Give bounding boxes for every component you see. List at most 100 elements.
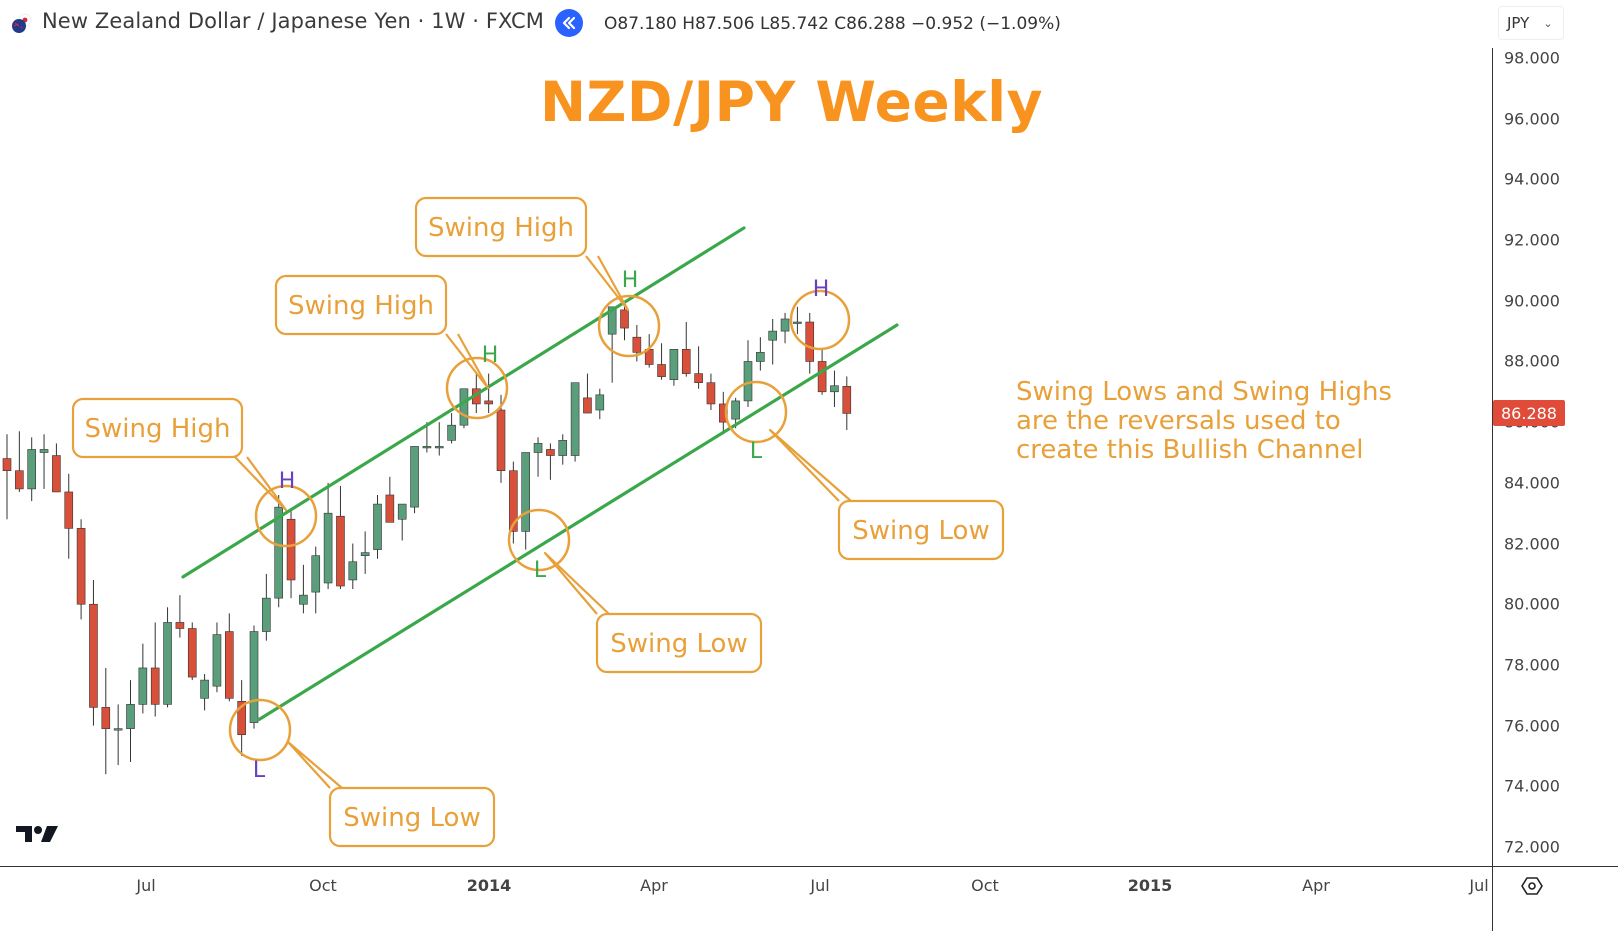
currency-label: JPY xyxy=(1507,14,1530,32)
bearish-candle[interactable] xyxy=(101,707,111,729)
callout-box[interactable] xyxy=(274,274,448,336)
bearish-candle[interactable] xyxy=(237,701,246,736)
price-tick-label: 92.000 xyxy=(1504,230,1560,250)
channel-line-lower[interactable] xyxy=(257,323,899,722)
bullish-candle[interactable] xyxy=(459,388,469,426)
bullish-candle[interactable] xyxy=(780,318,790,332)
bullish-candle[interactable] xyxy=(793,321,802,324)
bullish-candle[interactable] xyxy=(669,349,679,380)
bearish-candle[interactable] xyxy=(15,470,24,490)
bullish-candle[interactable] xyxy=(447,424,456,441)
symbol-title[interactable]: New Zealand Dollar / Japanese Yen · 1W ·… xyxy=(42,9,544,33)
time-tick-label: Oct xyxy=(971,876,999,895)
bullish-candle[interactable] xyxy=(27,449,37,490)
bearish-candle[interactable] xyxy=(681,349,691,374)
bearish-candle[interactable] xyxy=(496,409,506,472)
price-tick-label: 80.000 xyxy=(1504,594,1560,614)
ohlc-values: O87.180 H87.506 L85.742 C86.288 −0.952 (… xyxy=(604,14,1061,34)
bullish-candle[interactable] xyxy=(113,728,123,731)
bearish-candle[interactable] xyxy=(187,628,197,678)
callout-pointer xyxy=(286,740,343,789)
price-tick-label: 72.000 xyxy=(1504,837,1560,857)
bullish-candle[interactable] xyxy=(163,622,172,705)
swing-marker-l: L xyxy=(750,439,763,464)
bullish-candle[interactable] xyxy=(434,446,444,449)
bullish-candle[interactable] xyxy=(39,449,49,453)
price-tick-label: 82.000 xyxy=(1504,534,1560,554)
bearish-candle[interactable] xyxy=(225,631,234,699)
channel-line-upper[interactable] xyxy=(181,226,746,579)
bearish-candle[interactable] xyxy=(484,400,493,405)
bullish-candle[interactable] xyxy=(595,394,605,411)
bearish-candle[interactable] xyxy=(718,403,728,423)
settings-hexagon-icon[interactable] xyxy=(1520,874,1544,898)
callout-box[interactable] xyxy=(595,612,763,674)
bearish-candle[interactable] xyxy=(52,455,61,493)
bearish-candle[interactable] xyxy=(64,491,74,529)
bullish-candle[interactable] xyxy=(126,704,135,729)
price-tick-label: 94.000 xyxy=(1504,169,1560,189)
bearish-candle[interactable] xyxy=(2,458,12,472)
bullish-candle[interactable] xyxy=(249,631,259,723)
bearish-candle[interactable] xyxy=(509,470,518,532)
bullish-candle[interactable] xyxy=(200,679,209,699)
bullish-candle[interactable] xyxy=(397,503,407,520)
bearish-candle[interactable] xyxy=(805,321,815,362)
bullish-candle[interactable] xyxy=(410,446,419,508)
swing-high-circle xyxy=(445,356,509,420)
bullish-candle[interactable] xyxy=(311,555,321,593)
callout-pointer xyxy=(768,428,852,502)
callout-label: Swing High xyxy=(428,213,574,243)
swing-low-circle xyxy=(724,380,788,444)
bearish-candle[interactable] xyxy=(657,364,666,377)
bearish-candle[interactable] xyxy=(89,603,98,708)
bullish-candle[interactable] xyxy=(731,400,740,420)
bullish-candle[interactable] xyxy=(373,503,382,550)
bullish-candle[interactable] xyxy=(262,597,271,632)
bearish-candle[interactable] xyxy=(175,622,185,629)
bullish-candle[interactable] xyxy=(348,561,358,581)
bullish-candle[interactable] xyxy=(756,352,765,362)
callout-label: Swing Low xyxy=(343,803,480,833)
bearish-candle[interactable] xyxy=(336,515,345,587)
bullish-candle[interactable] xyxy=(323,512,333,584)
price-tick-label: 98.000 xyxy=(1504,48,1560,68)
bearish-candle[interactable] xyxy=(286,518,296,581)
bearish-candle[interactable] xyxy=(632,336,642,353)
bullish-candle[interactable] xyxy=(360,552,370,556)
bullish-candle[interactable] xyxy=(830,385,839,393)
bullish-candle[interactable] xyxy=(570,382,580,456)
bullish-candle[interactable] xyxy=(533,443,543,453)
bullish-candle[interactable] xyxy=(607,306,617,335)
replay-button[interactable] xyxy=(555,9,583,37)
bearish-candle[interactable] xyxy=(842,386,852,414)
swing-marker-h: H xyxy=(482,343,499,368)
callout-box[interactable] xyxy=(414,196,588,258)
price-chart-canvas[interactable]: H Swing High H Swing High H Swing High H Swing … xyxy=(0,0,1492,866)
bullish-candle[interactable] xyxy=(138,667,148,705)
bullish-candle[interactable] xyxy=(768,330,778,341)
bullish-candle[interactable] xyxy=(274,506,284,599)
bullish-candle[interactable] xyxy=(521,452,531,532)
callout-box[interactable] xyxy=(837,499,1005,561)
price-axis-divider xyxy=(1492,48,1493,931)
bearish-candle[interactable] xyxy=(817,361,827,393)
bearish-candle[interactable] xyxy=(583,397,592,414)
callout-box[interactable] xyxy=(328,786,496,848)
bullish-candle[interactable] xyxy=(212,634,222,687)
callout-label: Swing Low xyxy=(610,629,747,659)
currency-dropdown[interactable]: JPY ⌄ xyxy=(1498,6,1564,40)
bullish-candle[interactable] xyxy=(558,440,568,456)
tradingview-logo-icon xyxy=(16,826,58,842)
bullish-candle[interactable] xyxy=(422,446,432,449)
bearish-candle[interactable] xyxy=(694,373,703,384)
bearish-candle[interactable] xyxy=(76,528,86,605)
callout-box[interactable] xyxy=(71,397,244,459)
bearish-candle[interactable] xyxy=(706,382,716,405)
bearish-candle[interactable] xyxy=(150,667,160,705)
bearish-candle[interactable] xyxy=(385,494,395,523)
bullish-candle[interactable] xyxy=(299,594,308,605)
bearish-candle[interactable] xyxy=(620,309,629,329)
swing-marker-l: L xyxy=(253,758,266,783)
bearish-candle[interactable] xyxy=(546,449,555,456)
